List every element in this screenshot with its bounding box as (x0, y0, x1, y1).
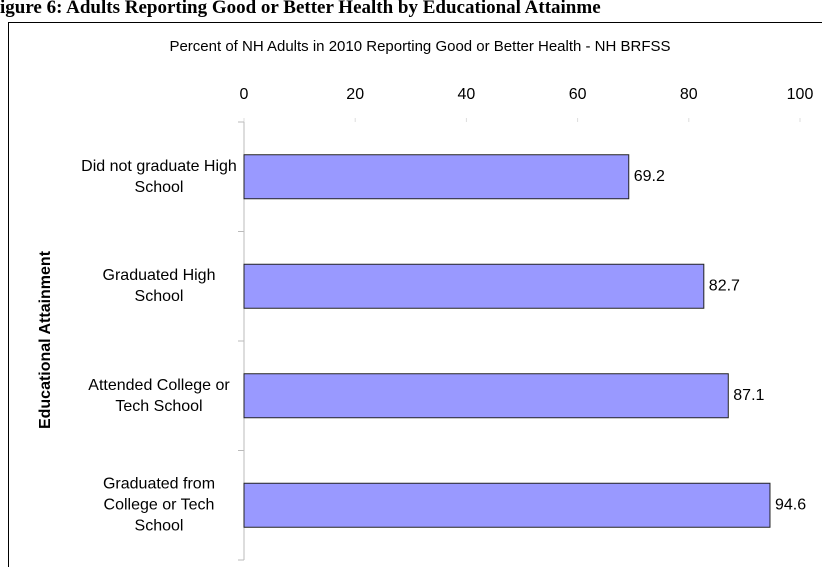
y-tick-label: Graduated High School (102, 267, 216, 306)
chart-frame (8, 22, 822, 567)
bar (243, 373, 729, 419)
bar (243, 263, 705, 309)
x-tick-label: 100 (787, 86, 814, 103)
x-tick-label: 40 (458, 86, 476, 103)
y-tick-label: Graduated from College or Tech School (102, 475, 216, 535)
y-tick-label: Did not graduate High School (81, 157, 237, 196)
x-tick-label: 60 (569, 86, 587, 103)
y-axis-label: Educational Attainment (37, 250, 54, 429)
value-label: 94.6 (775, 496, 806, 513)
value-label: 87.1 (733, 387, 764, 404)
bar (243, 482, 771, 528)
x-tick-label: 80 (680, 86, 698, 103)
bar (243, 154, 630, 200)
value-label: 82.7 (709, 277, 740, 294)
figure-heading: igure 6: Adults Reporting Good or Better… (0, 0, 601, 18)
chart-title: Percent of NH Adults in 2010 Reporting G… (169, 38, 670, 55)
value-label: 69.2 (634, 168, 665, 185)
x-tick-label: 20 (346, 86, 364, 103)
y-tick-label: Attended College or Tech School (88, 376, 230, 415)
x-tick-label: 0 (240, 86, 249, 103)
